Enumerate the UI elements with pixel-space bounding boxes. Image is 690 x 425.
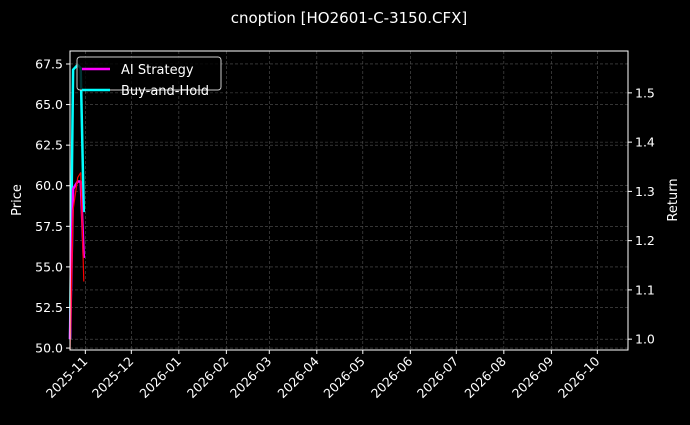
- x-tick-label: 2026-09: [509, 353, 557, 401]
- x-tick-label: 2026-07: [414, 354, 462, 402]
- legend-label-ai-strategy: AI Strategy: [121, 63, 194, 78]
- series-group: [68, 63, 86, 350]
- x-tick-label: 2026-05: [320, 354, 368, 402]
- y2-tick-label: 1.3: [635, 184, 655, 199]
- y2-tick-label: 1.4: [635, 135, 655, 150]
- y2-axis-label: Return: [666, 178, 681, 221]
- x-tick-label: 2026-01: [136, 354, 184, 402]
- y2-tick-label: 1.0: [635, 332, 655, 347]
- y-tick-label: 55.0: [35, 259, 63, 274]
- x-tick-label: 2025-12: [89, 354, 137, 402]
- legend: AI Strategy Buy-and-Hold: [76, 56, 222, 99]
- plot-frame: [69, 50, 629, 351]
- grid: [70, 51, 628, 350]
- x-tick-label: 2026-03: [227, 354, 275, 402]
- y-tick-label: 62.5: [35, 138, 63, 153]
- x-tick-label: 2026-06: [368, 353, 416, 401]
- y2-tick-label: 1.1: [635, 282, 655, 297]
- y-tick-label: 57.5: [35, 219, 63, 234]
- y2-tick-label: 1.5: [635, 85, 655, 100]
- x-tick-label: 2026-10: [555, 353, 603, 401]
- x-tick-label: 2026-04: [274, 353, 322, 401]
- y-tick-label: 50.0: [35, 341, 63, 356]
- chart-title: cnoption [HO2601-C-3150.CFX]: [231, 9, 468, 27]
- x-tick-label: 2025-11: [43, 354, 91, 402]
- y-tick-label: 67.5: [35, 56, 63, 71]
- y-axis-label: Price: [10, 184, 25, 216]
- y-tick-label: 52.5: [35, 300, 63, 315]
- y2-tick-label: 1.2: [635, 233, 655, 248]
- x-tick-label: 2026-08: [461, 353, 509, 401]
- y-tick-label: 65.0: [35, 97, 63, 112]
- series-line-price: [69, 172, 85, 350]
- x-tick-label: 2026-02: [184, 354, 232, 402]
- legend-label-buy-and-hold: Buy-and-Hold: [121, 84, 209, 99]
- y-tick-label: 60.0: [35, 178, 63, 193]
